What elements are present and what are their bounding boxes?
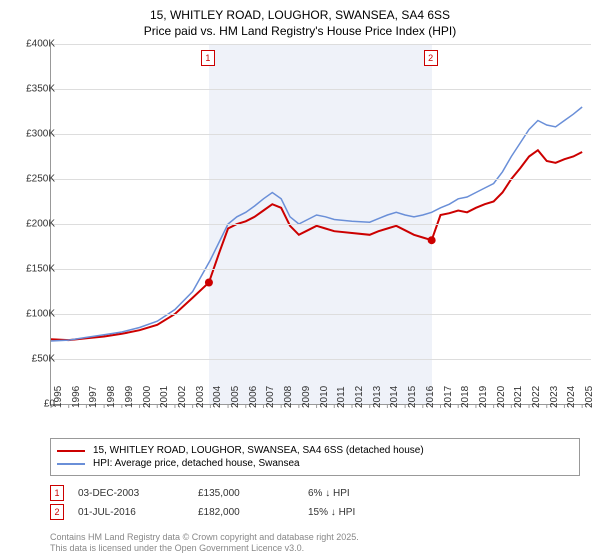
x-axis-label: 2016 — [425, 386, 436, 408]
footer-attribution: Contains HM Land Registry data © Crown c… — [50, 532, 359, 554]
x-axis-label: 2014 — [389, 386, 400, 408]
x-axis-label: 2008 — [283, 386, 294, 408]
x-axis-label: 1999 — [124, 386, 135, 408]
datapoint-row: 2 01-JUL-2016£182,00015% ↓ HPI — [50, 504, 355, 520]
x-axis-label: 2004 — [212, 386, 223, 408]
x-axis-label: 2023 — [549, 386, 560, 408]
x-axis-label: 2009 — [301, 386, 312, 408]
title-line1: 15, WHITLEY ROAD, LOUGHOR, SWANSEA, SA4 … — [0, 8, 600, 24]
legend-label: HPI: Average price, detached house, Swan… — [93, 458, 300, 469]
gridline — [51, 269, 591, 270]
marker-label-1: 1 — [201, 50, 215, 66]
legend-box: 15, WHITLEY ROAD, LOUGHOR, SWANSEA, SA4 … — [50, 438, 580, 476]
datapoint-date: 01-JUL-2016 — [78, 507, 198, 518]
y-axis-label: £200K — [15, 219, 55, 230]
gridline — [51, 89, 591, 90]
x-axis-label: 2022 — [531, 386, 542, 408]
x-axis-label: 2015 — [407, 386, 418, 408]
footer-line2: This data is licensed under the Open Gov… — [50, 543, 359, 554]
x-axis-label: 1996 — [71, 386, 82, 408]
datapoint-marker: 1 — [50, 485, 64, 501]
y-axis-label: £50K — [15, 354, 55, 365]
x-axis-label: 2003 — [195, 386, 206, 408]
gridline — [51, 134, 591, 135]
x-axis-label: 1995 — [53, 386, 64, 408]
datapoint-hpi-diff: 6% ↓ HPI — [308, 488, 350, 499]
datapoint-price: £182,000 — [198, 507, 308, 518]
y-axis-label: £350K — [15, 84, 55, 95]
y-axis-label: £300K — [15, 129, 55, 140]
x-axis-label: 2012 — [354, 386, 365, 408]
x-axis-label: 2020 — [496, 386, 507, 408]
x-axis-label: 2011 — [336, 386, 347, 408]
marker-label-2: 2 — [424, 50, 438, 66]
legend-item: HPI: Average price, detached house, Swan… — [57, 458, 573, 469]
x-axis-label: 2017 — [443, 386, 454, 408]
chart-title: 15, WHITLEY ROAD, LOUGHOR, SWANSEA, SA4 … — [0, 0, 600, 39]
y-axis-label: £400K — [15, 39, 55, 50]
x-axis-label: 2000 — [142, 386, 153, 408]
datapoint-price: £135,000 — [198, 488, 308, 499]
x-axis-label: 2021 — [513, 386, 524, 408]
x-axis-label: 2013 — [372, 386, 383, 408]
x-axis-label: 2006 — [248, 386, 259, 408]
x-axis-label: 2007 — [265, 386, 276, 408]
datapoints-table: 1 03-DEC-2003£135,0006% ↓ HPI 2 01-JUL-2016… — [50, 482, 355, 523]
y-axis-label: £100K — [15, 309, 55, 320]
legend-swatch — [57, 463, 85, 465]
y-axis-label: £150K — [15, 264, 55, 275]
x-axis-label: 1997 — [88, 386, 99, 408]
gridline — [51, 179, 591, 180]
gridline — [51, 359, 591, 360]
y-axis-label: £250K — [15, 174, 55, 185]
marker-dot — [205, 279, 213, 287]
x-axis-label: 2001 — [159, 386, 170, 408]
datapoint-date: 03-DEC-2003 — [78, 488, 198, 499]
x-axis-label: 2002 — [177, 386, 188, 408]
x-axis-label: 2010 — [319, 386, 330, 408]
x-axis-label: 2005 — [230, 386, 241, 408]
gridline — [51, 314, 591, 315]
gridline — [51, 224, 591, 225]
x-axis-label: 2024 — [566, 386, 577, 408]
legend-label: 15, WHITLEY ROAD, LOUGHOR, SWANSEA, SA4 … — [93, 445, 424, 456]
footer-line1: Contains HM Land Registry data © Crown c… — [50, 532, 359, 543]
x-axis-label: 2025 — [584, 386, 595, 408]
datapoint-row: 1 03-DEC-2003£135,0006% ↓ HPI — [50, 485, 355, 501]
chart-area — [50, 44, 591, 405]
gridline — [51, 44, 591, 45]
legend-swatch — [57, 450, 85, 452]
title-line2: Price paid vs. HM Land Registry's House … — [0, 24, 600, 40]
x-axis-label: 2019 — [478, 386, 489, 408]
x-axis-label: 2018 — [460, 386, 471, 408]
datapoint-hpi-diff: 15% ↓ HPI — [308, 507, 355, 518]
y-axis-label: £0 — [15, 399, 55, 410]
legend-item: 15, WHITLEY ROAD, LOUGHOR, SWANSEA, SA4 … — [57, 445, 573, 456]
marker-dot — [428, 236, 436, 244]
x-axis-label: 1998 — [106, 386, 117, 408]
datapoint-marker: 2 — [50, 504, 64, 520]
